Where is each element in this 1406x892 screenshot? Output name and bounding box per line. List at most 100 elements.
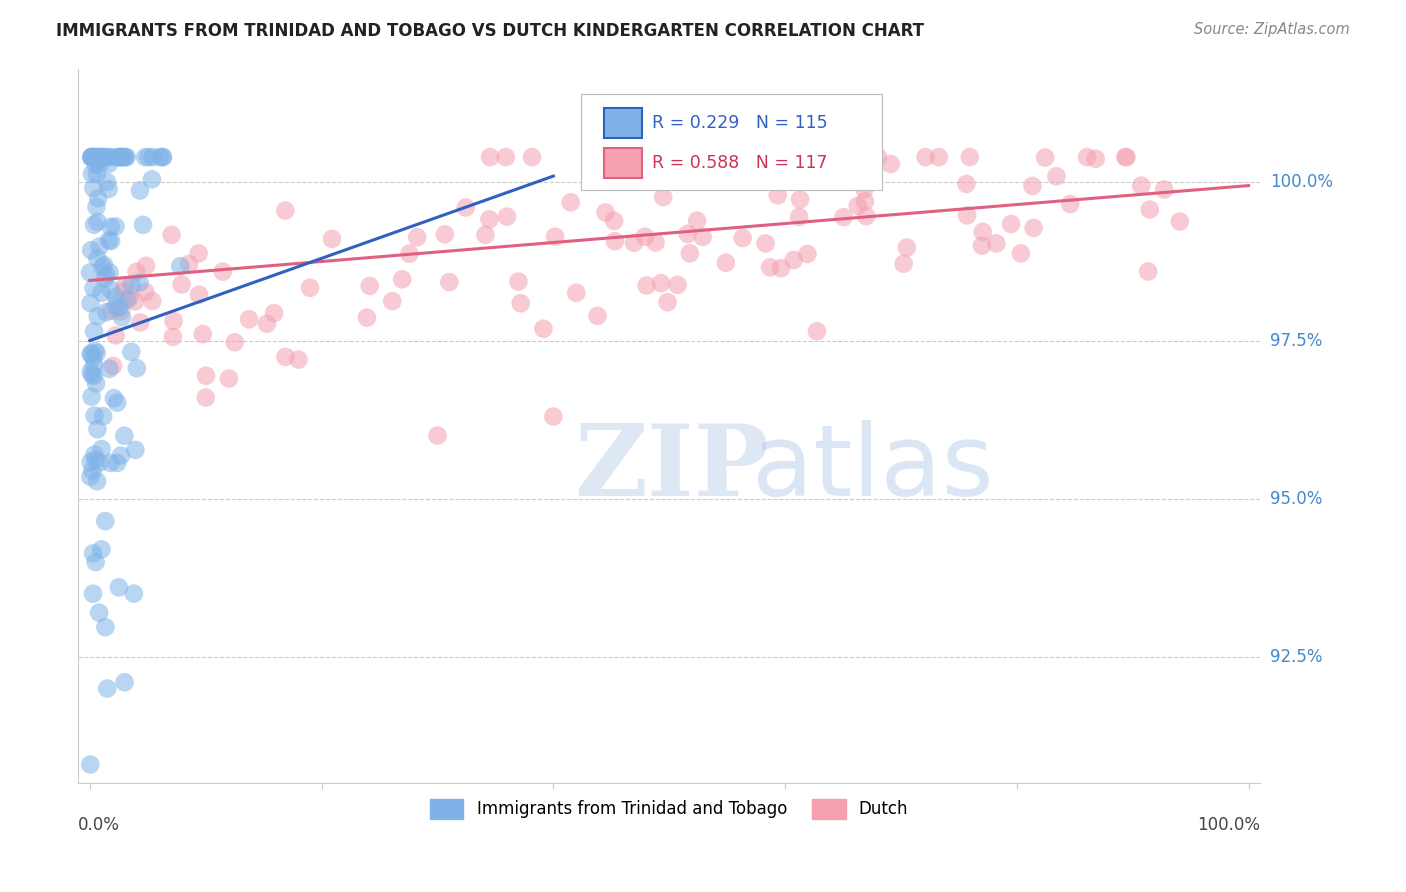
Point [256,317,278,331]
Point [1168,214,1191,228]
Point [162,314,184,328]
Point [508,275,530,289]
Point [586,309,609,323]
Point [108,150,131,164]
Point [1033,151,1056,165]
Point [89,150,111,164]
Point [896,240,918,254]
FancyBboxPatch shape [605,108,643,138]
Point [956,208,979,222]
Point [769,261,792,276]
Point [79,469,101,483]
Point [855,209,877,223]
Point [657,295,679,310]
Point [141,172,163,186]
Point [79,266,101,280]
Point [93,150,115,164]
Point [96,305,118,319]
Point [87,150,110,164]
Point [179,257,201,271]
Point [98,150,121,164]
Point [188,287,211,301]
Point [82,464,104,478]
Point [118,291,141,305]
Point [682,150,704,164]
Point [782,252,804,267]
Point [496,210,519,224]
Point [105,456,128,470]
Point [543,409,565,424]
Point [89,606,111,620]
Point [169,260,191,274]
Point [650,276,672,290]
Point [398,246,420,260]
Point [114,279,136,293]
Point [94,150,117,164]
Point [90,150,112,164]
Point [149,150,172,164]
Text: 92.5%: 92.5% [1270,648,1322,666]
Point [406,230,429,244]
Text: Source: ZipAtlas.com: Source: ZipAtlas.com [1194,22,1350,37]
Point [80,368,103,382]
Point [1045,169,1067,184]
Point [82,351,104,365]
Point [807,171,830,186]
Point [82,181,104,195]
Point [121,277,143,292]
Point [652,190,675,204]
Point [544,229,567,244]
Point [84,453,107,467]
Point [80,150,103,164]
Point [134,285,156,299]
Point [91,150,114,164]
Point [87,158,110,172]
Point [90,542,112,557]
Point [644,235,666,250]
Point [100,219,122,234]
Point [128,276,150,290]
Point [100,234,122,248]
Point [87,153,110,168]
Point [141,294,163,309]
Point [846,199,869,213]
Point [623,235,645,250]
Point [359,279,381,293]
Point [603,234,626,248]
Point [86,215,108,229]
Point [96,681,118,696]
Point [82,546,104,560]
Point [86,475,108,489]
Text: 100.0%: 100.0% [1270,173,1333,192]
Point [93,258,115,272]
Point [692,230,714,244]
Point [832,210,855,224]
Point [714,256,737,270]
Point [1153,182,1175,196]
Point [83,359,105,373]
Point [111,310,134,325]
Point [80,244,103,258]
Point [796,247,818,261]
Point [80,150,103,164]
Point [110,150,132,164]
Point [86,167,108,181]
Point [89,455,111,469]
Point [955,177,977,191]
Point [1021,178,1043,193]
Point [603,214,626,228]
Point [1076,150,1098,164]
Point [105,150,128,164]
Point [86,200,108,214]
Point [122,587,145,601]
Point [114,150,136,164]
Point [893,257,915,271]
Point [125,265,148,279]
Point [686,213,709,227]
Point [112,285,135,299]
Point [725,150,748,164]
Point [101,150,124,164]
Point [959,150,981,164]
Point [321,232,343,246]
Point [91,260,114,274]
